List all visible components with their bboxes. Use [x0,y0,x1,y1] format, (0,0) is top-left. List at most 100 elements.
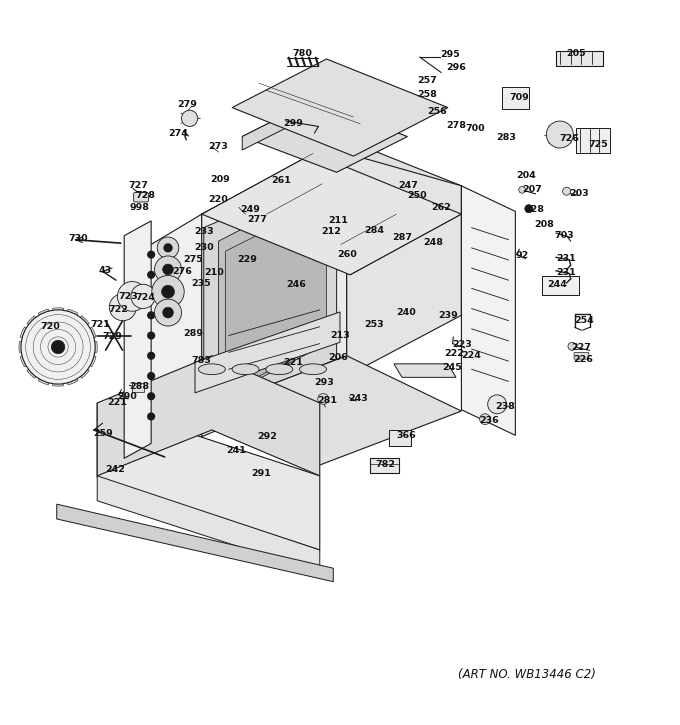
Text: 250: 250 [407,191,427,200]
FancyBboxPatch shape [574,352,589,359]
Circle shape [152,276,184,308]
Text: 730: 730 [69,234,88,243]
Text: 720: 720 [41,322,61,331]
Polygon shape [204,170,337,416]
Text: 284: 284 [364,226,384,236]
Polygon shape [232,59,448,156]
Text: 253: 253 [364,320,384,329]
Text: 727: 727 [129,181,148,190]
Text: 729: 729 [103,332,122,341]
Text: 276: 276 [173,267,192,276]
Circle shape [488,395,507,414]
Circle shape [154,256,182,283]
Polygon shape [242,101,313,150]
Text: 293: 293 [314,378,334,386]
Text: 256: 256 [428,107,447,116]
Text: 207: 207 [522,186,542,194]
Circle shape [148,373,154,379]
Wedge shape [58,347,78,385]
Text: 296: 296 [447,62,466,72]
Circle shape [148,413,154,420]
Circle shape [162,285,175,298]
Ellipse shape [266,364,293,375]
Text: 728: 728 [135,191,155,200]
FancyBboxPatch shape [132,384,143,392]
Text: 226: 226 [573,355,593,364]
Wedge shape [38,347,58,385]
Circle shape [148,393,154,399]
Text: 291: 291 [251,469,271,478]
Wedge shape [58,347,89,378]
Circle shape [148,352,154,359]
Text: 248: 248 [424,238,443,247]
Text: 725: 725 [588,140,608,149]
Circle shape [163,307,173,318]
Text: 212: 212 [321,227,341,236]
Ellipse shape [199,364,225,375]
Text: 206: 206 [328,352,347,362]
Wedge shape [27,347,58,378]
Circle shape [148,291,154,299]
Circle shape [51,340,65,354]
Text: 703: 703 [554,231,574,240]
Text: 273: 273 [208,142,228,152]
Text: 205: 205 [566,49,586,58]
Polygon shape [543,276,579,295]
Text: 230: 230 [194,243,214,252]
Text: 43: 43 [99,265,112,275]
Text: (ART NO. WB13446 C2): (ART NO. WB13446 C2) [458,668,596,681]
Circle shape [318,394,328,405]
Wedge shape [38,309,58,347]
Wedge shape [52,308,63,347]
Circle shape [148,252,154,258]
Text: 210: 210 [204,268,224,277]
Polygon shape [97,403,320,550]
Text: 257: 257 [417,76,437,85]
Polygon shape [202,140,462,260]
Text: 227: 227 [571,343,591,352]
Polygon shape [202,140,347,234]
Text: 292: 292 [258,432,277,442]
Text: 260: 260 [337,250,357,259]
Text: 287: 287 [392,233,413,241]
Ellipse shape [299,364,326,375]
Polygon shape [556,51,603,66]
Circle shape [118,281,147,311]
Circle shape [148,332,154,339]
Polygon shape [218,187,323,399]
Polygon shape [56,504,333,581]
Text: 254: 254 [575,315,594,325]
Circle shape [525,204,533,212]
Polygon shape [394,364,456,377]
Text: 220: 220 [208,195,228,204]
Text: 247: 247 [398,181,419,190]
Text: 239: 239 [438,311,458,320]
FancyBboxPatch shape [133,193,148,202]
Text: 709: 709 [509,93,529,102]
Polygon shape [97,476,320,573]
FancyArrowPatch shape [181,113,187,117]
Text: 275: 275 [183,254,203,264]
Wedge shape [58,341,97,352]
Text: 281: 281 [317,396,337,405]
Text: 241: 241 [226,446,247,455]
Circle shape [182,110,198,126]
Text: 299: 299 [284,119,303,128]
Text: 211: 211 [328,216,347,225]
Text: 208: 208 [534,220,554,229]
Text: 262: 262 [432,203,452,212]
Wedge shape [58,316,89,347]
Text: 231: 231 [556,254,575,263]
Circle shape [148,312,154,319]
Circle shape [479,414,490,425]
Polygon shape [462,186,515,435]
Text: 722: 722 [109,305,129,315]
Text: 278: 278 [446,120,466,130]
Text: 258: 258 [417,90,437,99]
Text: 238: 238 [495,402,515,411]
Text: 295: 295 [440,50,460,59]
Circle shape [21,310,95,384]
Wedge shape [27,316,58,347]
Text: 222: 222 [444,349,464,357]
Text: 213: 213 [330,331,350,340]
